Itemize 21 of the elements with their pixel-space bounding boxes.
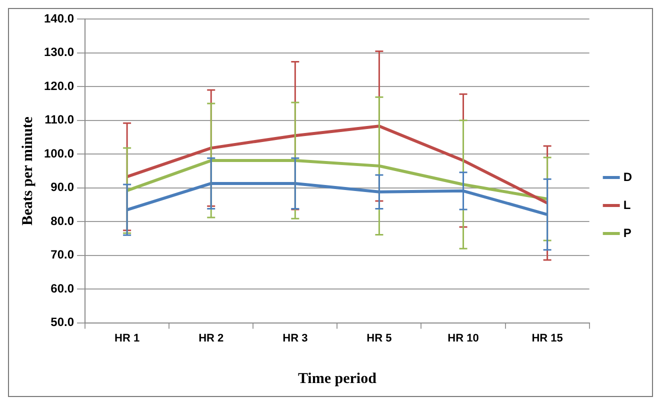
legend-label: D	[623, 170, 632, 184]
x-axis-title: Time period	[298, 370, 378, 387]
x-tick-label: HR 5	[366, 332, 392, 344]
y-tick-label: 80.0	[50, 214, 74, 228]
y-tick-label: 110.0	[44, 112, 74, 127]
y-tick-label: 90.0	[50, 180, 74, 194]
y-axis-title: Beats per minute	[20, 116, 36, 226]
y-tick-label: 140.0	[44, 12, 74, 26]
y-tick-label: 100.0	[44, 146, 74, 160]
x-tick-label: HR 15	[532, 332, 563, 344]
x-tick-label: HR 1	[114, 332, 140, 344]
x-tick-label: HR 10	[448, 332, 479, 344]
legend-label: L	[623, 198, 631, 212]
y-tick-label: 70.0	[50, 248, 74, 262]
x-tick-label: HR 2	[198, 332, 224, 344]
y-tick-label: 130.0	[44, 45, 74, 60]
legend-label: P	[623, 226, 632, 240]
x-tick-label: HR 3	[282, 332, 308, 344]
y-tick-label: 60.0	[50, 281, 74, 296]
y-tick-label: 50.0	[50, 315, 74, 330]
y-tick-label: 120.0	[44, 78, 74, 93]
